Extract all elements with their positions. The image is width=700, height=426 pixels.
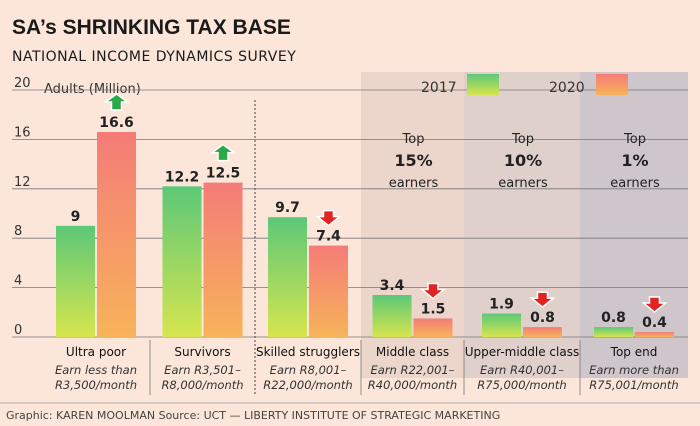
legend-2020-label: 2020 xyxy=(549,80,585,96)
category-note-line2-1: R8,000/month xyxy=(161,378,243,392)
value-label-2020-5: 0.4 xyxy=(642,315,667,331)
category-note-line2-2: R22,000/month xyxy=(263,378,352,392)
y-tick-12: 12 xyxy=(14,175,31,190)
top-10-band xyxy=(464,72,580,378)
category-label-0: Ultra poor xyxy=(66,345,126,359)
top-earners-top-2: Top xyxy=(623,132,646,147)
category-note-line1-2: Earn R8,001– xyxy=(270,363,347,377)
chart-subtitle: NATIONAL INCOME DYNAMICS SURVEY xyxy=(12,49,296,65)
category-note-line1-1: Earn R3,501– xyxy=(164,363,241,377)
bar-2020-5 xyxy=(635,332,674,337)
category-label-2: Skilled strugglers xyxy=(256,345,360,359)
value-label-2020-4: 0.8 xyxy=(530,310,555,326)
bar-2020-1 xyxy=(203,182,243,337)
value-label-2017-2: 9.7 xyxy=(275,200,300,216)
value-label-2017-4: 1.9 xyxy=(489,297,514,313)
bar-2017-4 xyxy=(482,313,521,337)
top-earners-word-2: earners xyxy=(610,176,660,191)
category-note-line1-4: Earn R40,001– xyxy=(480,363,564,377)
value-label-2020-0: 16.6 xyxy=(99,115,134,131)
category-label-1: Survivors xyxy=(174,345,230,359)
legend-2017-label: 2017 xyxy=(421,80,457,96)
bar-2020-4 xyxy=(523,327,562,337)
chart-title: SA’s SHRINKING TAX BASE xyxy=(12,16,291,39)
top-earners-word-0: earners xyxy=(389,176,439,191)
value-label-2020-1: 12.5 xyxy=(206,166,241,182)
category-note-line2-4: R75,000/month xyxy=(477,378,566,392)
category-label-5: Top end xyxy=(610,345,658,359)
legend-2020-swatch xyxy=(596,74,628,95)
bar-2017-2 xyxy=(268,217,307,337)
value-label-2017-1: 12.2 xyxy=(165,169,200,185)
y-tick-labels: 0 4 8 12 16 20 xyxy=(14,76,31,338)
category-note-line2-3: R40,000/month xyxy=(368,378,457,392)
category-label-4: Upper-middle class xyxy=(465,345,579,359)
top-earners-pct-2: 1% xyxy=(621,151,648,170)
value-label-2017-5: 0.8 xyxy=(601,310,626,326)
top-1-band xyxy=(580,72,688,378)
y-tick-0: 0 xyxy=(14,323,22,338)
bar-2017-5 xyxy=(594,327,633,337)
source-credit: Graphic: KAREN MOOLMAN Source: UCT — LIB… xyxy=(6,409,500,422)
category-note-line2-0: R3,500/month xyxy=(55,378,137,392)
y-tick-8: 8 xyxy=(14,224,22,239)
arrow-down-icon-5 xyxy=(641,296,668,314)
bar-2017-0 xyxy=(56,225,95,337)
bar-2017-3 xyxy=(372,295,412,337)
category-separators xyxy=(149,100,581,395)
top-earners-pct-1: 10% xyxy=(504,151,542,170)
category-note-line1-0: Earn less than xyxy=(55,363,137,377)
top-earners-word-1: earners xyxy=(498,176,548,191)
category-note-line1-5: Earn more than xyxy=(589,363,679,377)
legend-2017-swatch xyxy=(467,74,499,95)
y-tick-16: 16 xyxy=(14,125,31,140)
top-earners-top-0: Top xyxy=(402,132,425,147)
y-tick-4: 4 xyxy=(14,274,22,289)
arrow-up-icon-1 xyxy=(209,143,237,162)
y-tick-20: 20 xyxy=(14,76,31,91)
bar-2020-0 xyxy=(97,131,136,337)
bar-2017-1 xyxy=(162,186,202,337)
top-earners-top-1: Top xyxy=(511,132,534,147)
arrow-down-icon-3 xyxy=(419,282,447,300)
value-label-2017-0: 9 xyxy=(71,209,81,225)
bar-2020-2 xyxy=(309,245,348,337)
category-note-line1-3: Earn R22,001– xyxy=(371,363,455,377)
arrow-down-icon-2 xyxy=(315,209,342,227)
y-axis-label: Adults (Million) xyxy=(44,82,141,97)
arrow-up-icon-0 xyxy=(103,93,130,111)
bar-2020-3 xyxy=(413,318,453,337)
top-earner-labels: Top 15% earners Top 10% earners Top 1% earners xyxy=(389,132,660,191)
bars: 9 16.6 12.2 12.5 9.7 7.4 3.4 1.5 1.9 0.8 0.8 0.4 xyxy=(56,93,674,337)
value-label-2020-3: 1.5 xyxy=(421,301,446,317)
top-earners-pct-0: 15% xyxy=(394,151,432,170)
category-note-line2-5: R75,001/month xyxy=(589,378,678,392)
value-label-2020-2: 7.4 xyxy=(316,229,341,245)
value-label-2017-3: 3.4 xyxy=(380,278,405,294)
arrow-down-icon-4 xyxy=(529,291,556,309)
category-label-3: Middle class xyxy=(376,345,449,359)
